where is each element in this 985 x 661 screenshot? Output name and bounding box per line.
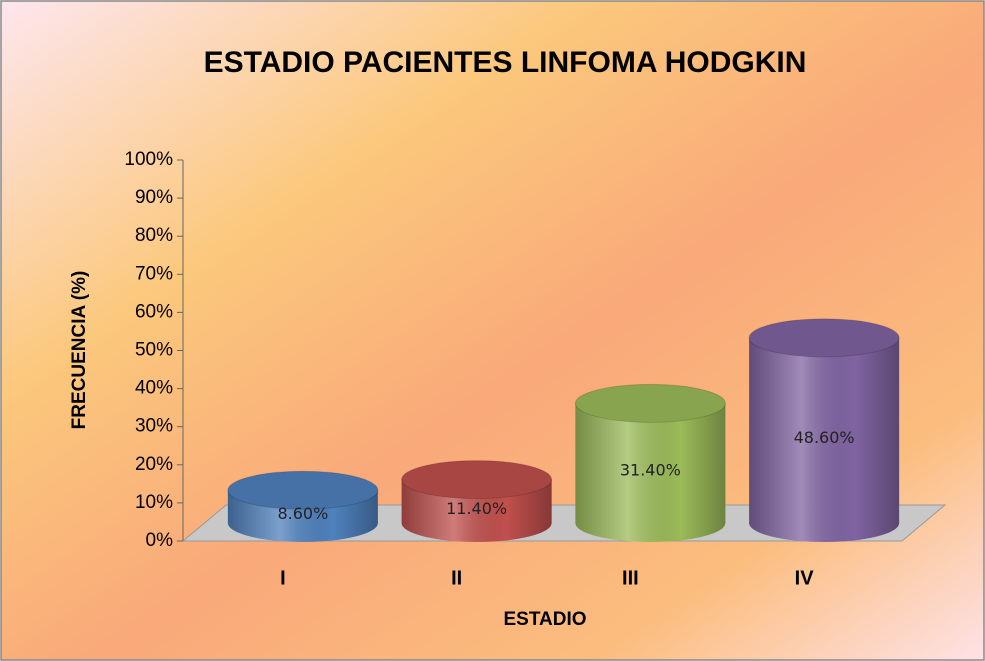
y-tick-label: 90% [135, 187, 173, 208]
y-tick-label: 20% [135, 454, 173, 475]
chart-title: ESTADIO PACIENTES LINFOMA HODGKIN [204, 46, 807, 79]
y-tick-label: 60% [135, 301, 173, 322]
y-tick-label: 10% [135, 492, 173, 513]
y-tick-label: 50% [135, 340, 173, 361]
y-tick-label: 30% [135, 416, 173, 437]
y-tick-label: 0% [146, 530, 174, 551]
value-label: 48.60% [794, 428, 855, 447]
cylinder-top [401, 460, 553, 500]
cylinder-top-shade [227, 471, 378, 510]
y-tick-label: 70% [135, 263, 173, 284]
y-tick-label: 40% [135, 378, 173, 399]
x-tick-label: IV [795, 567, 815, 589]
y-tick-label: 80% [135, 225, 173, 246]
y-tick-label: 100% [124, 149, 173, 170]
value-label: 8.60% [277, 504, 328, 523]
cylinder-top-shade [749, 318, 900, 357]
cylinder-top [748, 318, 900, 358]
cylinder-top-shade [401, 460, 552, 499]
cylinder-top-shade [575, 384, 726, 423]
x-axis-title: ESTADIO [503, 609, 586, 630]
cylinder-top [227, 470, 379, 510]
value-label: 31.40% [620, 461, 681, 480]
x-tick-label: II [451, 567, 462, 589]
value-label: 11.40% [446, 499, 507, 518]
cylinder-top [574, 383, 726, 423]
cylinder-shading [575, 403, 726, 542]
y-axis-title: FRECUENCIA (%) [69, 271, 90, 430]
cylinder-shading [749, 337, 900, 542]
x-tick-label: I [280, 567, 286, 589]
x-tick-label: III [622, 567, 639, 589]
